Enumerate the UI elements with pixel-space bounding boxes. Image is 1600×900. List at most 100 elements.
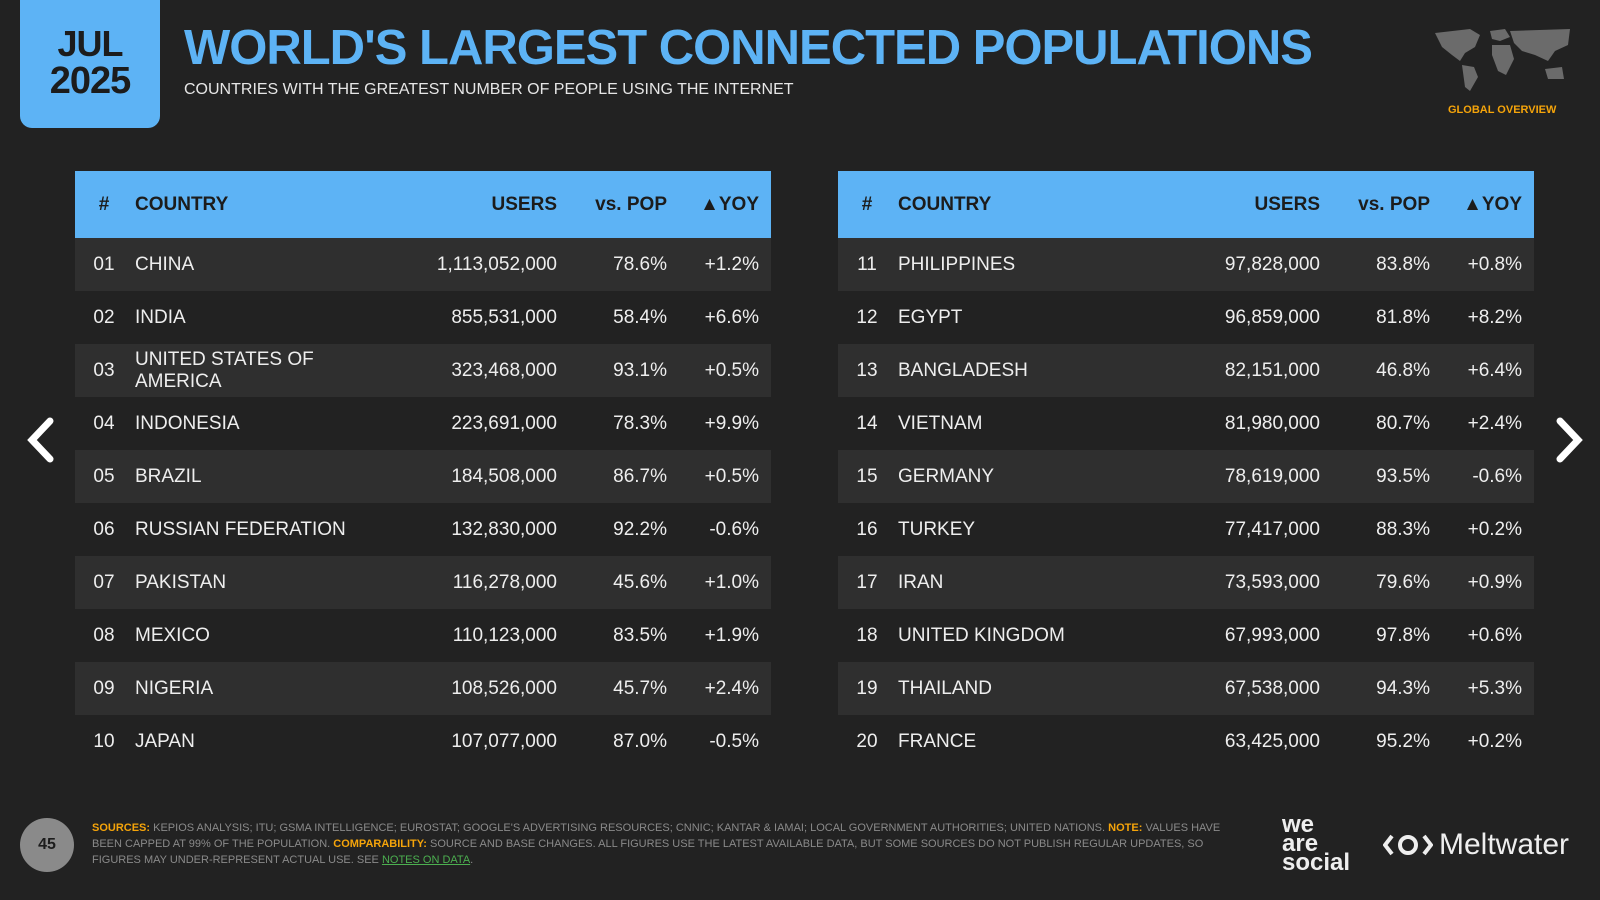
cell-vs-pop: 87.0%	[613, 730, 667, 752]
cell-country: GERMANY	[898, 465, 995, 487]
cell-users: 855,531,000	[451, 306, 557, 328]
cell-country: NIGERIA	[135, 677, 214, 699]
cell-yoy: -0.6%	[709, 518, 759, 540]
sources-label: SOURCES:	[92, 822, 151, 834]
date-badge: JUL 2025	[20, 0, 160, 128]
table-row: 02 INDIA 855,531,000 58.4% +6.6%	[75, 291, 771, 344]
cell-rank: 07	[93, 571, 115, 593]
cell-rank: 04	[93, 412, 115, 434]
cell-users: 108,526,000	[451, 677, 557, 699]
cell-users: 107,077,000	[451, 730, 557, 752]
cell-yoy: +0.6%	[1467, 624, 1522, 646]
col-country: COUNTRY	[898, 193, 992, 215]
table-row: 01 CHINA 1,113,052,000 78.6% +1.2%	[75, 238, 771, 291]
col-rank: #	[861, 193, 873, 215]
col-users: USERS	[491, 193, 557, 215]
cell-rank: 18	[856, 624, 878, 646]
global-overview-label: GLOBAL OVERVIEW	[1448, 104, 1557, 116]
cell-users: 81,980,000	[1224, 412, 1320, 434]
table-row: 19 THAILAND 67,538,000 94.3% +5.3%	[838, 662, 1534, 715]
table-row: 05 BRAZIL 184,508,000 86.7% +0.5%	[75, 450, 771, 503]
cell-vs-pop: 45.6%	[613, 571, 667, 593]
cell-vs-pop: 83.8%	[1376, 253, 1430, 275]
col-yoy: ▲YOY	[700, 193, 759, 215]
footer-notes: SOURCES: KEPIOS ANALYSIS; ITU; GSMA INTE…	[92, 820, 1252, 868]
cell-rank: 16	[856, 518, 878, 540]
cell-users: 223,691,000	[451, 412, 557, 434]
table-row: 16 TURKEY 77,417,000 88.3% +0.2%	[838, 503, 1534, 556]
cell-country: THAILAND	[898, 677, 992, 699]
cell-users: 78,619,000	[1224, 465, 1320, 487]
col-rank: #	[98, 193, 110, 215]
cell-country: INDIA	[135, 306, 186, 328]
cell-country: RUSSIAN FEDERATION	[135, 518, 346, 540]
col-vs-pop: vs. POP	[595, 193, 667, 215]
date-year: 2025	[49, 60, 132, 102]
cell-rank: 01	[93, 253, 115, 275]
cell-rank: 03	[93, 359, 115, 381]
cell-users: 67,993,000	[1224, 624, 1320, 646]
next-slide-arrow-icon[interactable]	[1548, 415, 1588, 465]
cell-rank: 12	[856, 306, 878, 328]
cell-yoy: +2.4%	[704, 677, 759, 699]
cell-rank: 13	[856, 359, 878, 381]
table-row: 04 INDONESIA 223,691,000 78.3% +9.9%	[75, 397, 771, 450]
sources-text: KEPIOS ANALYSIS; ITU; GSMA INTELLIGENCE;…	[153, 822, 1106, 834]
meltwater-wordmark: Meltwater	[1439, 828, 1570, 861]
page-title: WORLD'S LARGEST CONNECTED POPULATIONS	[184, 21, 1313, 75]
table-row: 11 PHILIPPINES 97,828,000 83.8% +0.8%	[838, 238, 1534, 291]
cell-vs-pop: 93.5%	[1376, 465, 1430, 487]
rankings-table-left: # COUNTRY USERS vs. POP ▲YOY 01 CHINA 1,11…	[75, 171, 771, 768]
page-subtitle: COUNTRIES WITH THE GREATEST NUMBER OF PE…	[184, 81, 794, 98]
cell-rank: 05	[93, 465, 115, 487]
table-header: # COUNTRY USERS vs. POP ▲YOY	[838, 171, 1534, 238]
cell-vs-pop: 86.7%	[613, 465, 667, 487]
previous-slide-arrow-icon[interactable]	[22, 415, 62, 465]
cell-yoy: +2.4%	[1467, 412, 1522, 434]
cell-vs-pop: 78.3%	[613, 412, 667, 434]
cell-yoy: +6.6%	[704, 306, 759, 328]
note-text: VALUES HAVE BEEN CAPPED AT 99% OF THE PO…	[92, 822, 1221, 850]
table-row: 13 BANGLADESH 82,151,000 46.8% +6.4%	[838, 344, 1534, 397]
cell-users: 132,830,000	[451, 518, 557, 540]
table-row: 06 RUSSIAN FEDERATION 132,830,000 92.2% -0.6…	[75, 503, 771, 556]
col-country: COUNTRY	[135, 193, 229, 215]
footer-period: .	[470, 854, 474, 866]
comparability-text: SOURCE AND BASE CHANGES. ALL FIGURES USE…	[92, 838, 1204, 866]
cell-users: 67,538,000	[1224, 677, 1320, 699]
table-row: 17 IRAN 73,593,000 79.6% +0.9%	[838, 556, 1534, 609]
comparability-label: COMPARABILITY:	[333, 838, 427, 850]
cell-country: EGYPT	[898, 306, 963, 328]
table-row: 14 VIETNAM 81,980,000 80.7% +2.4%	[838, 397, 1534, 450]
cell-yoy: +0.8%	[1467, 253, 1522, 275]
cell-rank: 17	[856, 571, 878, 593]
cell-vs-pop: 80.7%	[1376, 412, 1430, 434]
cell-rank: 15	[856, 465, 878, 487]
date-month: JUL	[57, 23, 123, 64]
cell-users: 63,425,000	[1224, 730, 1320, 752]
cell-vs-pop: 58.4%	[613, 306, 667, 328]
table-row: 20 FRANCE 63,425,000 95.2% +0.2%	[838, 715, 1534, 768]
cell-users: 116,278,000	[452, 571, 557, 593]
cell-country: INDONESIA	[135, 412, 240, 434]
cell-yoy: +6.4%	[1467, 359, 1522, 381]
meltwater-mark-icon	[1383, 834, 1433, 856]
cell-vs-pop: 46.8%	[1376, 359, 1430, 381]
cell-users: 96,859,000	[1224, 306, 1320, 328]
world-map-icon	[1435, 29, 1570, 91]
cell-yoy: +0.2%	[1467, 518, 1522, 540]
cell-vs-pop: 92.2%	[613, 518, 667, 540]
page-number: 45	[20, 818, 74, 872]
cell-users: 97,828,000	[1224, 253, 1320, 275]
cell-country: BANGLADESH	[898, 359, 1028, 381]
note-label: NOTE:	[1108, 822, 1143, 834]
cell-country: PHILIPPINES	[898, 253, 1016, 275]
notes-on-data-link[interactable]: NOTES ON DATA	[381, 854, 471, 866]
cell-country: JAPAN	[135, 730, 195, 752]
cell-yoy: +8.2%	[1467, 306, 1522, 328]
cell-users: 77,417,000	[1224, 518, 1320, 540]
cell-vs-pop: 45.7%	[613, 677, 667, 699]
we-are-social-logo: we are social	[1282, 811, 1351, 876]
cell-vs-pop: 83.5%	[613, 624, 667, 646]
table-header: # COUNTRY USERS vs. POP ▲YOY	[75, 171, 771, 238]
